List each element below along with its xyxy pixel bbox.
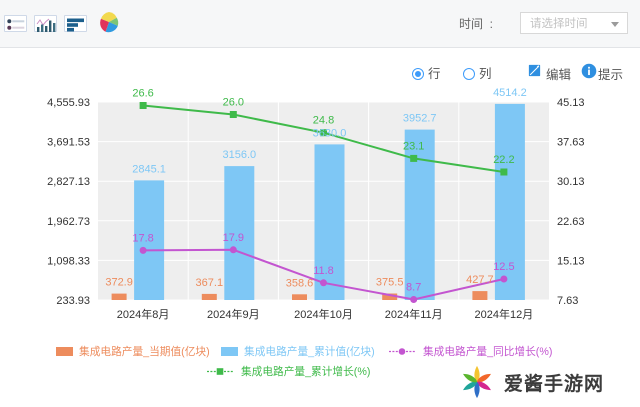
svg-text:17.9: 17.9 (223, 232, 244, 244)
svg-text:427.7: 427.7 (466, 274, 494, 286)
svg-text:7.63: 7.63 (557, 295, 578, 307)
svg-text:2,827.13: 2,827.13 (47, 176, 90, 188)
svg-text:8.7: 8.7 (406, 282, 421, 294)
svg-text:233.93: 233.93 (56, 295, 90, 307)
svg-text:3156.0: 3156.0 (222, 149, 256, 161)
svg-text:2845.1: 2845.1 (132, 163, 166, 175)
svg-text:2024年8月: 2024年8月 (117, 307, 170, 321)
svg-text:26.0: 26.0 (223, 97, 244, 109)
svg-text:12.5: 12.5 (493, 261, 514, 273)
svg-text:30.13: 30.13 (557, 176, 585, 188)
svg-text:26.6: 26.6 (132, 88, 153, 100)
svg-text:15.13: 15.13 (557, 255, 585, 267)
svg-text:1,098.33: 1,098.33 (47, 255, 90, 267)
svg-text:2024年9月: 2024年9月 (207, 307, 260, 321)
svg-text:2024年11月: 2024年11月 (385, 307, 443, 321)
svg-text:17.8: 17.8 (132, 232, 153, 244)
svg-text:45.13: 45.13 (557, 97, 585, 109)
svg-text:4,555.93: 4,555.93 (47, 97, 90, 109)
svg-text:1,962.73: 1,962.73 (47, 216, 90, 228)
svg-text:367.1: 367.1 (196, 277, 224, 289)
svg-text:3,691.53: 3,691.53 (47, 137, 90, 149)
svg-text:375.5: 375.5 (376, 277, 404, 289)
svg-text:358.6: 358.6 (286, 277, 314, 289)
svg-text:3952.7: 3952.7 (403, 113, 437, 125)
svg-text:22.63: 22.63 (557, 216, 585, 228)
svg-text:2024年10月: 2024年10月 (294, 307, 353, 321)
svg-text:37.63: 37.63 (557, 137, 585, 149)
svg-text:3630.0: 3630.0 (313, 127, 347, 139)
svg-text:11.8: 11.8 (313, 265, 334, 277)
svg-text:2024年12月: 2024年12月 (475, 307, 534, 321)
svg-text:4514.2: 4514.2 (493, 87, 527, 99)
svg-text:372.9: 372.9 (105, 277, 133, 289)
svg-text:22.2: 22.2 (493, 154, 514, 166)
svg-text:24.8: 24.8 (313, 115, 334, 127)
svg-text:23.1: 23.1 (403, 140, 424, 152)
